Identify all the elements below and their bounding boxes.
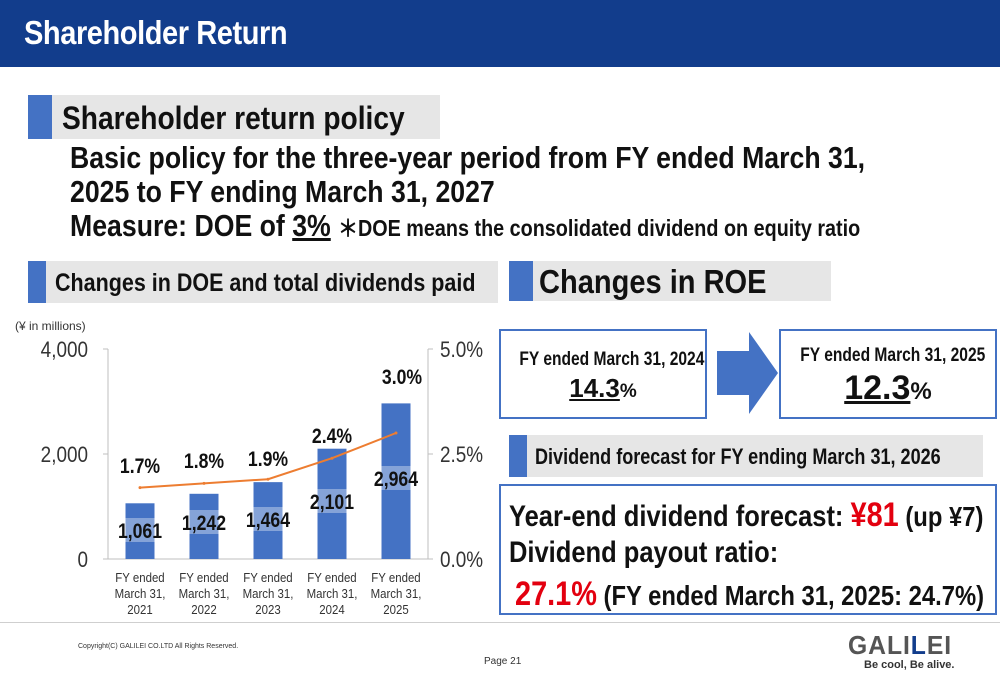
footer-divider <box>0 622 1000 623</box>
measure-prefix: Measure: DOE of <box>70 208 293 243</box>
doe-data-label: 2.4% <box>312 425 352 449</box>
copyright: Copyright(C) GALILEI CO.LTD All Rights R… <box>78 643 239 650</box>
bar-data-label: 2,964 <box>374 468 418 492</box>
bar-data-label: 2,101 <box>310 491 354 515</box>
dividend-section-header: Dividend forecast for FY ending March 31… <box>509 435 983 477</box>
x-axis-tick-label: FY ended <box>115 570 165 585</box>
roe-label-2025: FY ended March 31, 2025 <box>800 345 986 366</box>
bar-data-label-bg <box>245 507 291 531</box>
x-axis-tick-label: 2023 <box>255 602 281 617</box>
x-axis-tick-label: 2021 <box>127 602 153 617</box>
bar <box>381 403 411 559</box>
title-bar: Shareholder Return <box>0 0 1000 67</box>
left-axis-tick-label: 4,000 <box>41 338 88 363</box>
left-axis-tick-label: 2,000 <box>41 443 88 468</box>
doe-data-label: 1.8% <box>184 450 224 474</box>
x-axis-tick-label: FY ended <box>371 570 421 585</box>
doe-point <box>394 431 398 435</box>
doe-point <box>330 456 334 460</box>
dividend-forecast-box: Year-end dividend forecast: ¥81 (up ¥7) … <box>499 484 997 615</box>
x-axis-tick-label: 2025 <box>383 602 409 617</box>
x-axis-tick-label: March 31, <box>307 586 358 601</box>
measure-note: ＊DOE means the consolidated dividend on … <box>338 215 861 241</box>
logo-wordmark: GALILEI <box>848 630 953 660</box>
logo-tagline: Be cool, Be alive. <box>864 659 955 671</box>
section-marker <box>509 261 533 301</box>
policy-section-header: Shareholder return policy <box>28 95 440 139</box>
x-axis-tick-label: 2024 <box>319 602 345 617</box>
forecast-change: (up ¥7) <box>898 501 984 532</box>
bar-data-label: 1,242 <box>182 512 226 536</box>
x-axis-tick-label: FY ended <box>243 570 293 585</box>
policy-text: Basic policy for the three-year period f… <box>70 140 866 245</box>
bar <box>125 503 155 559</box>
forecast-value: ¥81 <box>850 496 899 534</box>
doe-data-label: 1.9% <box>248 448 288 472</box>
roe-value-2024: 14.3% <box>569 373 637 403</box>
roe-box-2024: FY ended March 31, 2024 14.3% <box>499 329 707 419</box>
forecast-line: Year-end dividend forecast: ¥81 (up ¥7) <box>509 496 984 534</box>
doe-section-header: Changes in DOE and total dividends paid <box>28 261 498 303</box>
right-axis-tick-label: 0.0% <box>440 548 483 573</box>
x-axis-tick-label: March 31, <box>179 586 230 601</box>
arrow-right-icon <box>717 332 778 414</box>
doe-point <box>266 477 270 481</box>
payout-prev: (FY ended March 31, 2025: 24.7%) <box>596 580 985 611</box>
x-axis-tick-label: FY ended <box>179 570 229 585</box>
bar-data-label: 1,061 <box>118 520 162 544</box>
payout-value: 27.1% <box>515 575 597 613</box>
policy-line-1: Basic policy for the three-year period f… <box>70 140 866 175</box>
policy-measure: Measure: DOE of 3% ＊DOE means the consol… <box>70 208 860 245</box>
x-axis-tick-label: March 31, <box>115 586 166 601</box>
bar-data-label-bg <box>181 510 227 534</box>
unit-label: (¥ in millions) <box>15 319 86 333</box>
page-title: Shareholder Return <box>24 14 288 51</box>
bar-data-label-bg <box>309 489 355 513</box>
section-marker <box>28 261 46 303</box>
left-axis-tick-label: 0 <box>77 548 88 573</box>
doe-data-label: 3.0% <box>382 366 422 390</box>
roe-value-2025: 12.3% <box>844 369 932 407</box>
doe-point <box>202 481 206 485</box>
doe-dividends-chart: (¥ in millions) 0 2,000 4,000 0.0% 2.5% 5.0% 1,… <box>15 319 483 617</box>
doe-data-label: 1.7% <box>120 455 160 479</box>
payout-label: Dividend payout ratio: <box>509 536 779 569</box>
bar <box>253 482 283 559</box>
roe-label-2024: FY ended March 31, 2024 <box>519 349 705 370</box>
bar-data-label: 1,464 <box>246 509 290 533</box>
x-axis-tick-label: March 31, <box>371 586 422 601</box>
x-axis-tick-label: 2022 <box>191 602 217 617</box>
measure-value: 3% <box>292 208 331 243</box>
policy-section-title: Shareholder return policy <box>62 100 405 136</box>
bar-data-label-bg <box>117 518 163 542</box>
roe-box-2025: FY ended March 31, 2025 12.3% <box>779 329 997 419</box>
doe-point <box>138 486 142 490</box>
roe-section-header: Changes in ROE <box>509 261 831 301</box>
dividend-section-title: Dividend forecast for FY ending March 31… <box>535 444 941 469</box>
company-logo: GALILEI Be cool, Be alive. <box>848 630 968 676</box>
x-axis-tick-label: March 31, <box>243 586 294 601</box>
bar <box>189 493 219 559</box>
page-number: Page 21 <box>484 656 522 667</box>
payout-line: 27.1% (FY ended March 31, 2025: 24.7%) <box>515 575 984 614</box>
right-axis-tick-label: 5.0% <box>440 338 483 363</box>
x-axis-tick-label: FY ended <box>307 570 357 585</box>
section-marker <box>28 95 52 139</box>
section-marker <box>509 435 527 477</box>
bar-data-label-bg <box>373 466 419 490</box>
doe-section-title: Changes in DOE and total dividends paid <box>55 269 476 297</box>
right-axis-tick-label: 2.5% <box>440 443 483 468</box>
bar <box>317 448 347 559</box>
roe-section-title: Changes in ROE <box>539 263 767 300</box>
policy-line-2: 2025 to FY ending March 31, 2027 <box>70 174 495 209</box>
